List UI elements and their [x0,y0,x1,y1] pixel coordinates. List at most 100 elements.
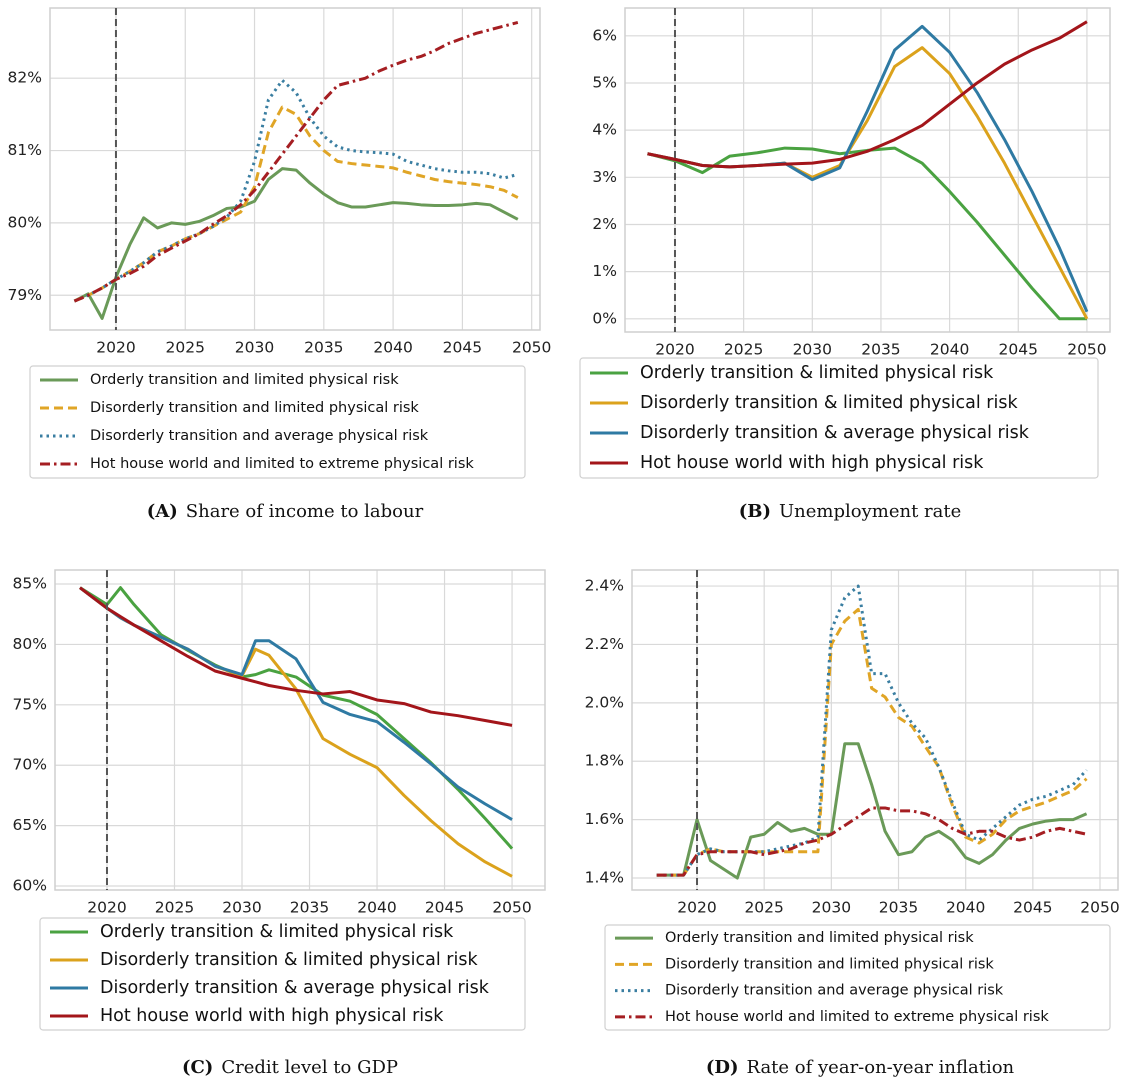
y-tick-label: 82% [8,69,42,87]
legend-label: Orderly transition and limited physical … [665,930,974,946]
series-line [647,20,1088,169]
y-tick-label: 79% [8,286,42,304]
x-tick-label: 2035 [290,899,329,917]
x-tick-label: 2020 [87,899,126,917]
series-line [73,21,519,303]
legend-label: Disorderly transition & average physical… [640,423,1030,443]
y-tick-label: 65% [13,816,47,834]
x-tick-label: 2050 [492,899,531,917]
x-tick-label: 2030 [812,899,851,917]
series-line [656,742,1088,880]
legend-label: Hot house world and limited to extreme p… [90,456,474,472]
caption-label: (B) [739,501,771,522]
legend-label: Disorderly transition and average physic… [90,428,429,444]
legend-box [29,365,526,479]
legend-label: Hot house world with high physical risk [640,453,984,473]
y-tick-label: 1% [592,262,617,280]
x-tick-label: 2025 [744,899,783,917]
plot-frame [54,569,546,891]
legend-label: Hot house world with high physical risk [100,1006,444,1026]
x-tick-label: 2040 [930,341,969,359]
series-line [73,167,519,320]
y-tick-label: 5% [592,73,617,91]
x-tick-label: 2045 [1013,899,1052,917]
y-tick-label: 60% [13,877,47,895]
panel: 2020 2025 2030 2035 2040 2045 2050 79% 80% 81% 82%… [8,7,551,522]
x-tick-label: 2020 [677,899,716,917]
y-tick-label: 2.4% [585,577,624,595]
legend-label: Disorderly transition & limited physical… [640,393,1018,413]
y-tick-label: 4% [592,121,617,139]
plot-frame [624,7,1111,333]
legend-label: Hot house world and limited to extreme p… [665,1009,1049,1025]
x-tick-label: 2025 [724,341,763,359]
series-line [656,806,1087,877]
caption-text: Rate of year-on-year inflation [746,1057,1014,1078]
y-tick-label: 70% [13,756,47,774]
caption-text: Share of income to labour [186,501,424,522]
y-tick-label: 75% [13,695,47,713]
x-tick-label: 2045 [999,341,1038,359]
x-tick-label: 2020 [655,341,694,359]
caption-label: (A) [147,501,178,522]
y-tick-label: 85% [13,575,47,593]
legend-label: Disorderly transition and limited physic… [90,400,419,416]
y-tick-label: 80% [8,213,42,231]
x-tick-label: 2050 [1080,899,1119,917]
x-tick-label: 2045 [443,339,482,357]
y-tick-label: 1.8% [585,752,624,770]
legend-label: Disorderly transition & limited physical… [100,950,478,970]
y-tick-label: 80% [13,635,47,653]
y-tick-label: 2% [592,215,617,233]
x-tick-label: 2025 [155,899,194,917]
x-tick-label: 2025 [166,339,205,357]
legend-label: Orderly transition & limited physical ri… [100,922,454,942]
y-tick-label: 81% [8,141,42,159]
y-tick-label: 6% [592,26,617,44]
x-tick-label: 2030 [793,341,832,359]
caption-text: Credit level to GDP [221,1057,398,1078]
y-tick-label: 3% [592,168,617,186]
legend-label: Orderly transition and limited physical … [90,372,399,388]
legend-label: Disorderly transition and average physic… [665,983,1004,999]
x-tick-label: 2040 [373,339,412,357]
y-tick-label: 0% [592,309,617,327]
series-line [79,586,513,727]
panel: 2020 2025 2030 2035 2040 2045 2050 60% 65% 70% 75%… [13,569,546,1078]
x-tick-label: 2035 [304,339,343,357]
legend-label: Disorderly transition & average physical… [100,978,490,998]
x-tick-label: 2040 [946,899,985,917]
legend-box [39,917,526,1031]
series-line [656,584,1088,877]
plot-frame [49,7,541,331]
caption: (C) Credit level to GDP [182,1057,398,1078]
x-tick-label: 2035 [879,899,918,917]
x-tick-label: 2050 [512,339,551,357]
panel: 2020 2025 2030 2035 2040 2045 2050 1.4% 1.6% 1.8%… [585,569,1120,1078]
caption: (B) Unemployment rate [739,501,962,522]
x-tick-label: 2045 [425,899,464,917]
panel: 2020 2025 2030 2035 2040 2045 2050 0% 1% 2% 3% 4% 5%… [579,7,1111,522]
x-tick-label: 2020 [96,339,135,357]
legend-label: Disorderly transition and limited physic… [665,956,994,972]
caption: (A) Share of income to labour [147,501,424,522]
caption-label: (C) [182,1057,213,1078]
caption-text: Unemployment rate [779,501,961,522]
x-tick-label: 2030 [235,339,274,357]
x-tick-label: 2030 [222,899,261,917]
y-tick-label: 1.6% [585,810,624,828]
plot-area [55,570,545,890]
plot-frame [631,569,1119,891]
caption-label: (D) [706,1057,739,1078]
caption: (D) Rate of year-on-year inflation [706,1057,1015,1078]
legend-box [579,357,1099,479]
y-tick-label: 2.2% [585,635,624,653]
y-tick-label: 1.4% [585,869,624,887]
x-tick-label: 2035 [861,341,900,359]
legend-label: Orderly transition & limited physical ri… [640,363,994,383]
x-tick-label: 2040 [357,899,396,917]
y-tick-label: 2.0% [585,693,624,711]
series-line [73,78,519,303]
